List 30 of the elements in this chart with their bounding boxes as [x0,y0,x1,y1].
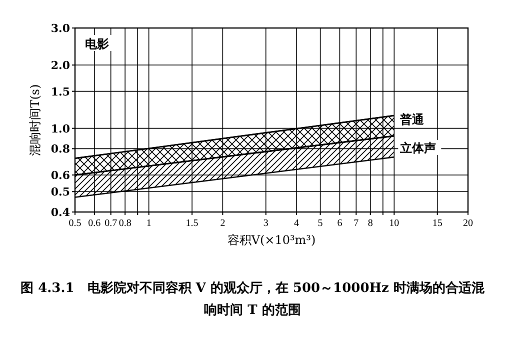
y-tick-label: 0.4 [50,206,70,219]
x-tick-label: 4 [294,218,300,229]
x-tick-label: 8 [368,218,373,229]
x-tick-label: 5 [318,218,323,229]
x-tick-label: 7 [354,218,359,229]
x-tick-label: 2 [220,218,226,229]
series-label: 普通 [399,112,426,127]
x-tick-label: 10 [389,218,400,229]
y-tick-label: 0.5 [50,186,70,199]
y-tick-label: 1.0 [50,122,70,136]
y-tick-label: 0.6 [50,168,70,182]
text: 图 4.3.1 电影院对不同容积 V 的观众厅，在 500～1000Hz 时满场的合适混响时间 T 的范围 [20,280,485,320]
y-axis-title: 混响时间T(s) [28,84,42,156]
x-tick-label: 3 [263,218,268,229]
y-tick-label: 0.8 [50,142,70,156]
x-tick-label: 0.7 [104,218,118,229]
x-tick-label: 1.5 [186,218,198,229]
x-tick-label: 0.5 [68,218,82,229]
x-tick-label: 20 [463,218,473,229]
annotation: 电影 [85,37,109,51]
x-axis-title: 容积V(×10³m³) [227,233,316,247]
x-tick-label: 15 [432,218,442,229]
y-tick-label: 2.0 [50,59,70,72]
y-tick-label: 3.0 [50,22,70,35]
x-tick-label: 6 [337,218,342,229]
y-tick-label: 1.5 [50,85,70,98]
x-tick-label: 0.6 [88,218,101,229]
x-tick-label: 1 [146,218,152,229]
series-label: 立体声 [399,140,436,155]
x-tick-label: 0.8 [118,218,132,229]
